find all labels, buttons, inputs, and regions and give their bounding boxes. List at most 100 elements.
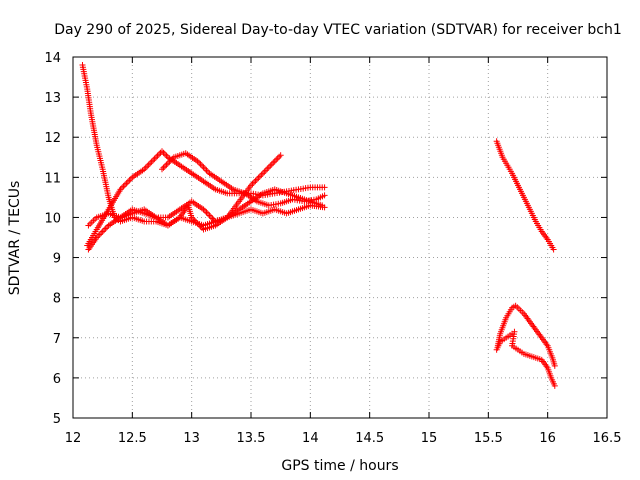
data-point-marker <box>249 180 256 187</box>
data-point-marker <box>145 161 152 168</box>
x-tick-labels: 12 12.5 13 13.5 14 14.5 15 15.5 16 16.5 <box>65 431 622 446</box>
y-tick-label: 10 <box>44 211 61 226</box>
data-point-marker <box>123 180 130 187</box>
y-tick-label: 7 <box>53 332 61 347</box>
x-tick-label: 15.5 <box>474 431 503 446</box>
data-point-marker <box>101 226 108 233</box>
data-point-marker <box>102 225 109 232</box>
data-point-marker <box>274 155 281 162</box>
data-point-marker <box>258 171 265 178</box>
y-axis-title: SDTVAR / TECUs <box>7 181 23 296</box>
data-point-marker <box>163 161 170 168</box>
data-point-marker <box>161 151 168 158</box>
data-point-marker <box>197 161 204 168</box>
data-point-marker <box>161 163 168 170</box>
data-point-marker <box>264 165 271 172</box>
data-point-marker <box>207 213 214 220</box>
series-arc-e <box>159 150 328 209</box>
y-tick-label: 9 <box>53 252 61 267</box>
data-point-marker <box>96 231 103 238</box>
x-tick-label: 15 <box>421 431 438 446</box>
data-point-marker <box>151 155 158 162</box>
data-point-marker <box>267 162 274 169</box>
data-point-marker <box>276 153 283 160</box>
data-point-marker <box>120 183 127 190</box>
data-point-marker <box>204 210 211 217</box>
data-point-marker <box>126 177 133 184</box>
data-point-marker <box>154 152 161 159</box>
y-tick-label: 11 <box>44 171 61 186</box>
data-point-marker <box>256 173 263 180</box>
data-point-marker <box>200 164 207 171</box>
data-point-marker <box>270 159 277 166</box>
data-point-marker <box>271 158 278 165</box>
y-tick-labels: 5 6 7 8 9 10 11 12 13 14 <box>44 51 61 427</box>
y-tick-label: 14 <box>44 51 61 66</box>
grid-lines <box>73 57 607 418</box>
data-point-marker <box>268 161 275 168</box>
axis-ticks <box>72 56 608 419</box>
data-point-marker <box>261 168 268 175</box>
x-tick-label: 13.5 <box>237 431 266 446</box>
chart-title: Day 290 of 2025, Sidereal Day-to-day VTE… <box>54 22 622 38</box>
data-point-marker <box>202 165 209 172</box>
data-point-marker <box>98 229 105 236</box>
data-point-marker <box>203 209 210 216</box>
data-point-marker <box>127 175 134 182</box>
data-point-marker <box>253 176 260 183</box>
data-point-marker <box>147 160 154 167</box>
x-tick-label: 12.5 <box>118 431 147 446</box>
data-point-marker <box>273 156 280 163</box>
data-point-marker <box>204 168 211 175</box>
data-point-marker <box>159 148 165 155</box>
data-point-marker <box>203 167 210 174</box>
data-point-marker <box>321 204 328 211</box>
y-tick-label: 6 <box>53 372 61 387</box>
data-point-marker <box>255 174 262 181</box>
data-point-marker <box>250 179 257 186</box>
data-point-marker <box>196 159 203 166</box>
data-point-marker <box>99 228 106 235</box>
data-point-marker <box>321 192 328 199</box>
data-point-marker <box>159 166 165 173</box>
data-point-marker <box>144 163 151 170</box>
x-tick-label: 12 <box>65 431 82 446</box>
x-tick-label: 13 <box>183 431 200 446</box>
data-point-marker <box>199 162 206 169</box>
series-arc-d <box>85 152 284 229</box>
data-point-marker <box>150 157 157 164</box>
x-tick-label: 14 <box>302 431 319 446</box>
y-tick-label: 12 <box>44 131 61 146</box>
data-point-marker <box>142 164 149 171</box>
y-tick-label: 8 <box>53 292 61 307</box>
data-point-marker <box>148 158 155 165</box>
data-point-marker <box>163 152 170 159</box>
data-point-marker <box>265 164 272 171</box>
x-tick-label: 14.5 <box>355 431 384 446</box>
series-arc-b <box>84 148 328 249</box>
series-arc-f <box>493 138 557 253</box>
x-tick-label: 16 <box>539 431 556 446</box>
data-point-marker <box>156 151 163 158</box>
data-point-marker <box>160 149 167 156</box>
data-point-marker <box>124 178 131 185</box>
data-point-marker <box>259 170 266 177</box>
data-point-marker <box>202 207 209 214</box>
data-point-marker <box>262 167 269 174</box>
data-point-marker <box>206 212 213 219</box>
y-tick-label: 5 <box>53 412 61 427</box>
data-point-marker <box>550 246 557 253</box>
y-tick-label: 13 <box>44 91 61 106</box>
data-point-marker <box>104 223 111 230</box>
data-point-marker <box>277 152 284 159</box>
data-point-marker <box>551 382 558 389</box>
data-point-marker <box>252 177 259 184</box>
data-point-marker <box>153 154 160 161</box>
data-point-marker <box>121 181 128 188</box>
series-arc-g <box>494 302 558 369</box>
data-point-marker <box>321 184 328 191</box>
series-arc-c <box>85 202 328 253</box>
plot-frame <box>72 56 608 419</box>
x-tick-label: 16.5 <box>593 431 622 446</box>
